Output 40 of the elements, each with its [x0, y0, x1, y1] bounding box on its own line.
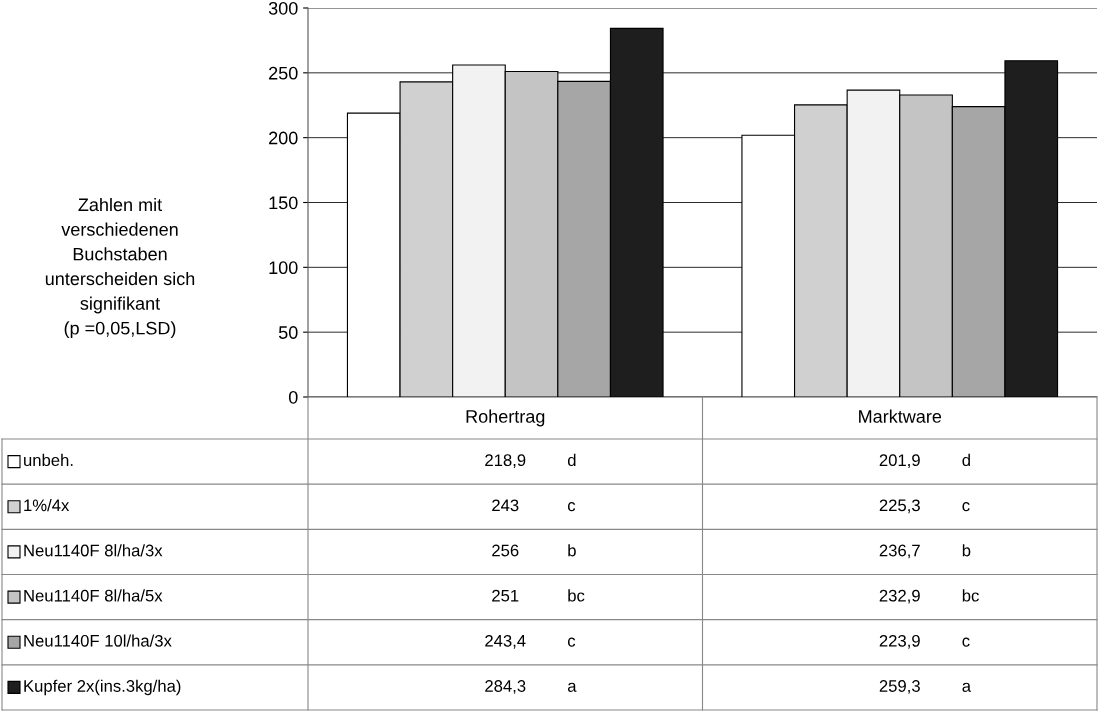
- text: a: [567, 682, 577, 692]
- text: c: [567, 502, 576, 512]
- y-tick-label: 200: [269, 131, 298, 145]
- data-label: 256: [492, 544, 519, 557]
- text: c: [962, 502, 970, 512]
- y-tick-label: 0: [288, 390, 298, 404]
- y-axis-title: Zahlen mit verschiedenen Buchstaben unterscheiden sich signifikant (p =0,05,LSD): [45, 197, 195, 339]
- data-label: 201,9: [879, 454, 920, 469]
- y-tick-label: 100: [269, 261, 298, 275]
- text: b: [962, 544, 971, 557]
- y-tick-label: 250: [269, 66, 298, 80]
- text: d: [567, 453, 576, 467]
- legend-label: Neu1140F 8l/ha/5x: [24, 589, 163, 602]
- data-label: 223,9: [879, 634, 920, 649]
- y-tick-label: 300: [268, 1, 298, 15]
- text: bc: [962, 589, 979, 602]
- data-label: 259,3: [879, 680, 920, 694]
- text: d: [962, 453, 970, 467]
- data-label: 243: [492, 499, 519, 512]
- x-tick-label: Marktware: [859, 409, 942, 423]
- data-label: 284,3: [485, 680, 526, 694]
- text: c: [962, 637, 970, 647]
- data-label: 225,3: [879, 499, 920, 514]
- data-label: 251: [492, 589, 519, 602]
- y-tick-label: 150: [269, 196, 298, 210]
- legend-label: Kupfer 2x(ins.3kg/ha): [24, 679, 181, 696]
- legend-label: Neu1140F 8l/ha/3x: [24, 544, 163, 557]
- text: bc: [568, 589, 585, 602]
- x-tick-label: Rohertrag: [466, 409, 545, 427]
- y-tick-label: 50: [278, 326, 298, 339]
- legend-label: 1%/4x: [24, 498, 70, 512]
- text: c: [567, 637, 576, 647]
- legend-label: unbeh.: [24, 453, 73, 467]
- text: b: [568, 544, 576, 557]
- legend-label: Neu1140F 10l/ha/3x: [24, 634, 172, 647]
- data-label: 243,4: [485, 634, 526, 649]
- text: a: [962, 682, 972, 692]
- data-label: 218,9: [485, 454, 526, 469]
- data-label: 232,9: [879, 589, 920, 604]
- data-label: 236,7: [879, 544, 920, 559]
